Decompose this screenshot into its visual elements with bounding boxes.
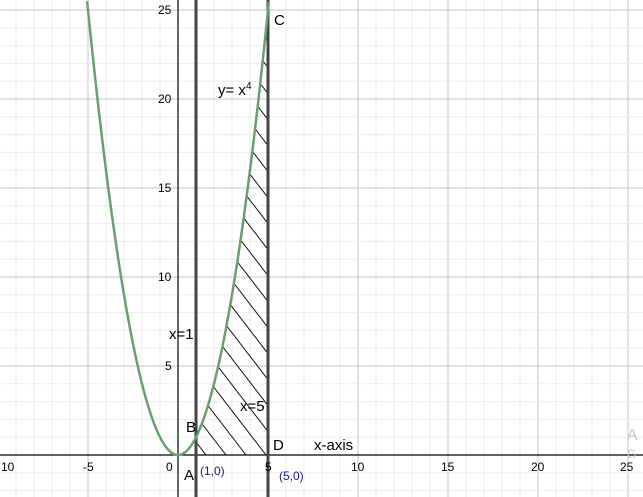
hatch-line (536, 0, 643, 455)
hatch-line (296, 0, 643, 455)
hatch-line (0, 0, 26, 455)
y-tick-25: 25 (158, 3, 172, 17)
hatch-line (416, 0, 643, 455)
hatch-line (0, 0, 126, 455)
line1-label: x=1 (169, 326, 194, 343)
hatch-line (0, 0, 6, 455)
curve-label-exponent: 4 (245, 81, 252, 92)
hatch-line (0, 0, 166, 455)
hatch-line (196, 10, 268, 455)
x-tick-25: 25 (620, 460, 634, 474)
point-d-label: D (273, 437, 284, 454)
hatch-line (196, 10, 268, 455)
y-tick-5: 5 (165, 359, 172, 373)
hatch-line (235, 10, 268, 455)
parabola-curve[interactable] (85, 0, 271, 457)
coord-5-0: (5,0) (279, 469, 304, 483)
x-tick-neg10: 10 (1, 460, 15, 474)
y-tick-20: 20 (158, 92, 172, 106)
coord-1-0: (1,0) (200, 464, 225, 478)
hatch-line (196, 10, 268, 455)
hatch-line (556, 0, 643, 455)
hatch-line (196, 10, 268, 455)
hatch-line (196, 10, 268, 455)
hatch-line (336, 0, 643, 455)
hatch-line (196, 10, 268, 455)
x-axis-label: x-axis (314, 437, 354, 454)
hatch-line (196, 10, 268, 455)
hatch-line (516, 0, 643, 455)
hatch-line (316, 0, 643, 455)
hatch-line (196, 10, 268, 455)
hatch-line (436, 0, 643, 455)
hatch-line (196, 10, 268, 455)
hatch-line (356, 0, 643, 455)
x-tick-neg5: -5 (83, 460, 94, 474)
hatch-line (376, 0, 643, 455)
curve-label: y= x4 (218, 81, 252, 99)
hatch-line (196, 10, 268, 455)
point-b-label: B (186, 419, 197, 436)
watermark-a: A (627, 427, 638, 444)
hatch-line (196, 10, 268, 455)
hatch-line (476, 0, 643, 455)
hatch-line (0, 0, 86, 455)
x-tick-20: 20 (531, 460, 545, 474)
x-tick-0: 0 (166, 460, 173, 474)
point-a-label: A (184, 467, 195, 484)
curve-label-text: y= x (218, 82, 246, 99)
x-tick-10: 10 (351, 460, 365, 474)
point-c-label: C (274, 12, 285, 29)
y-tick-10: 10 (158, 270, 172, 284)
hatch-line (496, 0, 643, 455)
hatch-line (0, 0, 66, 455)
y-tick-15: 15 (158, 181, 172, 195)
hatch-line (255, 10, 268, 455)
hatch-line (196, 10, 247, 455)
line2-label: x=5 (240, 398, 265, 415)
hatch-line (196, 10, 267, 455)
hatch-line (196, 10, 207, 455)
x-tick-5: 5 (265, 460, 272, 474)
hatch-line (0, 0, 46, 455)
x-tick-15: 15 (441, 460, 455, 474)
watermark-g: G (627, 447, 637, 461)
